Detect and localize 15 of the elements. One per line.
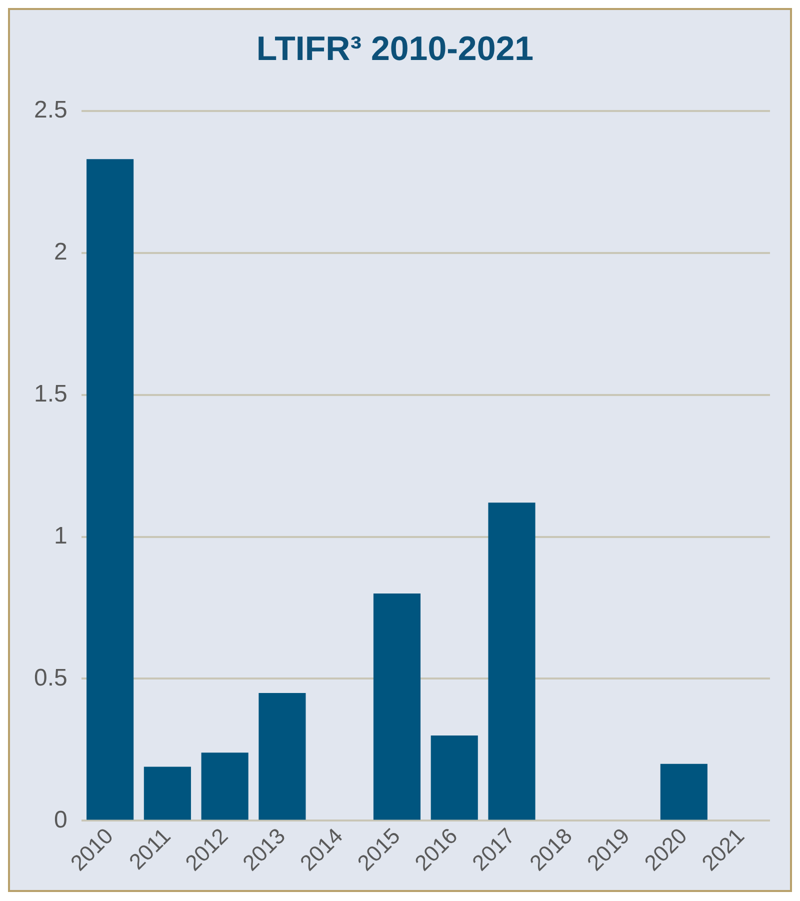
bar [144, 766, 191, 820]
y-tick-label: 0.5 [34, 664, 68, 692]
bar [201, 752, 248, 820]
bar [373, 594, 421, 820]
chart-title: LTIFR³ 2010-2021 [256, 30, 534, 68]
bar [488, 502, 536, 820]
y-tick-label: 2.5 [34, 96, 68, 124]
y-tick-label: 0 [54, 806, 68, 834]
bar [86, 159, 134, 820]
bar [430, 736, 478, 820]
bar [258, 692, 306, 820]
y-tick-label: 1.5 [34, 380, 68, 408]
bar [660, 764, 708, 820]
y-tick-label: 2 [54, 238, 68, 266]
y-tick-label: 1 [54, 522, 68, 550]
